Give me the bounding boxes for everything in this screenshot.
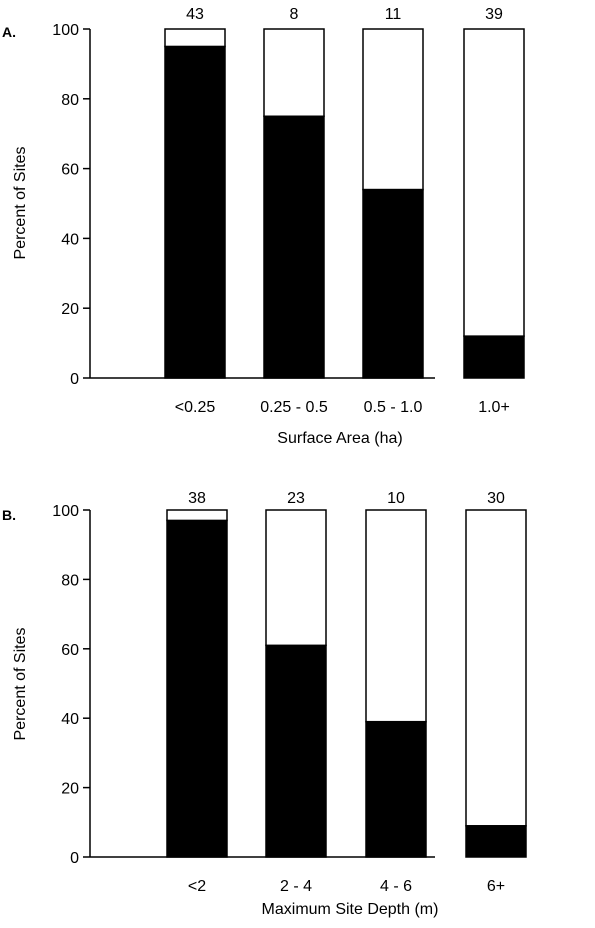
panel-b-bar-filled-0 bbox=[166, 519, 228, 858]
panel-b-y-tick-label: 0 bbox=[70, 850, 79, 867]
panel-a-bar-empty-1 bbox=[263, 28, 325, 117]
panel-a-bar-count-label: 39 bbox=[485, 6, 503, 23]
panel-a-bar-filled-1 bbox=[263, 115, 325, 379]
panel-a-bar-count-label: 11 bbox=[385, 6, 402, 23]
panel-a-bar-empty-0 bbox=[164, 28, 226, 48]
panel-b-y-tick-label: 100 bbox=[52, 503, 79, 520]
panel-b-x-axis-title: Maximum Site Depth (m) bbox=[262, 901, 439, 918]
panel-a-y-tick-label: 60 bbox=[61, 162, 79, 179]
panel-a-bar-count-label: 43 bbox=[186, 6, 204, 23]
panel-a-y-tick-label: 100 bbox=[52, 22, 79, 39]
panel-b-x-tick-label: 4 - 6 bbox=[380, 878, 412, 895]
panel-b-bar-count-label: 10 bbox=[387, 490, 405, 507]
panel-b-bar-count-label: 23 bbox=[287, 490, 305, 507]
panel-b-y-tick-label: 80 bbox=[61, 572, 79, 589]
panel-b-bar-count-label: 38 bbox=[188, 490, 206, 507]
panel-b-label: B. bbox=[2, 507, 16, 523]
panel-a-x-axis-title: Surface Area (ha) bbox=[277, 430, 402, 447]
panel-a-bar-count-label: 8 bbox=[290, 6, 299, 23]
panel-a-x-tick-label: 0.25 - 0.5 bbox=[260, 399, 328, 416]
panel-a-bar-filled-3 bbox=[463, 335, 525, 379]
panel-b-bar-filled-1 bbox=[265, 644, 327, 858]
panel-a-y-tick-label: 40 bbox=[61, 231, 79, 248]
panel-a-y-tick-label: 20 bbox=[61, 301, 79, 318]
panel-a-x-tick-label: <0.25 bbox=[175, 399, 216, 416]
panel-b-bar-empty-1 bbox=[265, 509, 327, 647]
panel-a-x-tick-label: 0.5 - 1.0 bbox=[364, 399, 423, 416]
panel-a-y-tick-label: 80 bbox=[61, 92, 79, 109]
panel-b-x-tick-label: <2 bbox=[188, 878, 206, 895]
panel-b-bar-filled-3 bbox=[465, 825, 527, 858]
panel-b-bar-empty-2 bbox=[365, 509, 427, 723]
panel-a-bar-filled-0 bbox=[164, 45, 226, 379]
panel-b-bar-empty-0 bbox=[166, 509, 228, 522]
panel-b-x-tick-label: 2 - 4 bbox=[280, 878, 312, 895]
panel-b-y-tick-label: 40 bbox=[61, 711, 79, 728]
panel-a-bar-empty-2 bbox=[362, 28, 424, 191]
panel-b-bar-count-label: 30 bbox=[487, 490, 505, 507]
panel-b-y-axis-title: Percent of Sites bbox=[12, 628, 29, 741]
panel-a-bar-empty-3 bbox=[463, 28, 525, 337]
panel-b: B. Percent of Sites Maximum Site Depth (… bbox=[2, 490, 527, 918]
panel-b-y-tick-label: 60 bbox=[61, 642, 79, 659]
panel-b-y-tick-label: 20 bbox=[61, 781, 79, 798]
panel-b-bar-empty-3 bbox=[465, 509, 527, 827]
panel-b-bar-filled-2 bbox=[365, 720, 427, 858]
panel-a-x-tick-label: 1.0+ bbox=[478, 399, 510, 416]
panel-a-label: A. bbox=[2, 24, 16, 40]
panel-a-y-tick-label: 0 bbox=[70, 371, 79, 388]
panel-a-bar-filled-2 bbox=[362, 188, 424, 379]
panel-a-y-axis-title: Percent of Sites bbox=[12, 147, 29, 260]
panel-a: A. Percent of Sites Surface Area (ha) <0… bbox=[2, 6, 525, 447]
panel-b-x-tick-label: 6+ bbox=[487, 878, 505, 895]
